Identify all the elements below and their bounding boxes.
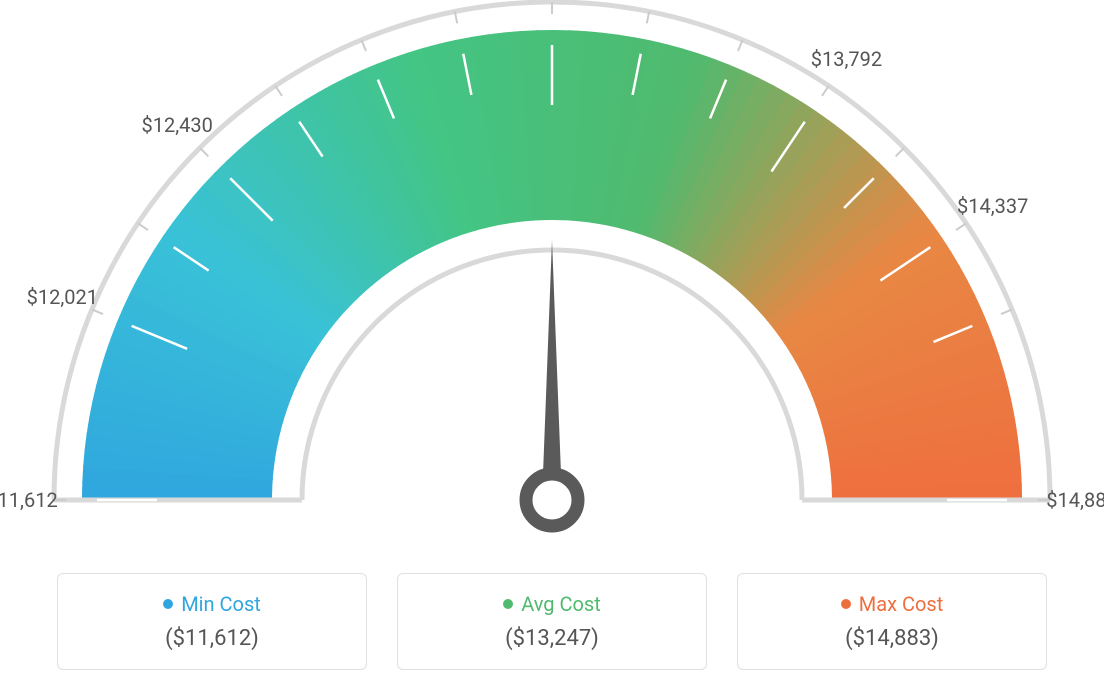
legend-max-value: ($14,883) [762,626,1022,651]
legend-avg-dot [503,599,513,609]
gauge-tick-label: $11,612 [0,488,58,512]
gauge-tick-label: $12,430 [142,113,213,137]
legend-avg: Avg Cost ($13,247) [397,573,707,670]
legend-avg-label-row: Avg Cost [422,592,682,616]
legend-max-label-row: Max Cost [762,592,1022,616]
legend-row: Min Cost ($11,612) Avg Cost ($13,247) Ma… [0,573,1104,670]
legend-max-label: Max Cost [859,592,944,616]
legend-min: Min Cost ($11,612) [57,573,367,670]
legend-min-value: ($11,612) [82,626,342,651]
legend-min-label-row: Min Cost [82,592,342,616]
legend-min-dot [163,599,173,609]
legend-avg-value: ($13,247) [422,626,682,651]
gauge-tick-label: $14,883 [1046,488,1104,512]
legend-min-label: Min Cost [181,592,261,616]
gauge-tick-label: $12,021 [27,285,98,309]
gauge-tick-label: $13,792 [811,47,882,71]
gauge-chart: $11,612$12,021$12,430$13,247$13,792$14,3… [0,0,1104,560]
gauge-svg [0,0,1104,560]
gauge-tick-label: $14,337 [957,194,1028,218]
legend-avg-label: Avg Cost [521,592,601,616]
legend-max: Max Cost ($14,883) [737,573,1047,670]
legend-max-dot [841,599,851,609]
